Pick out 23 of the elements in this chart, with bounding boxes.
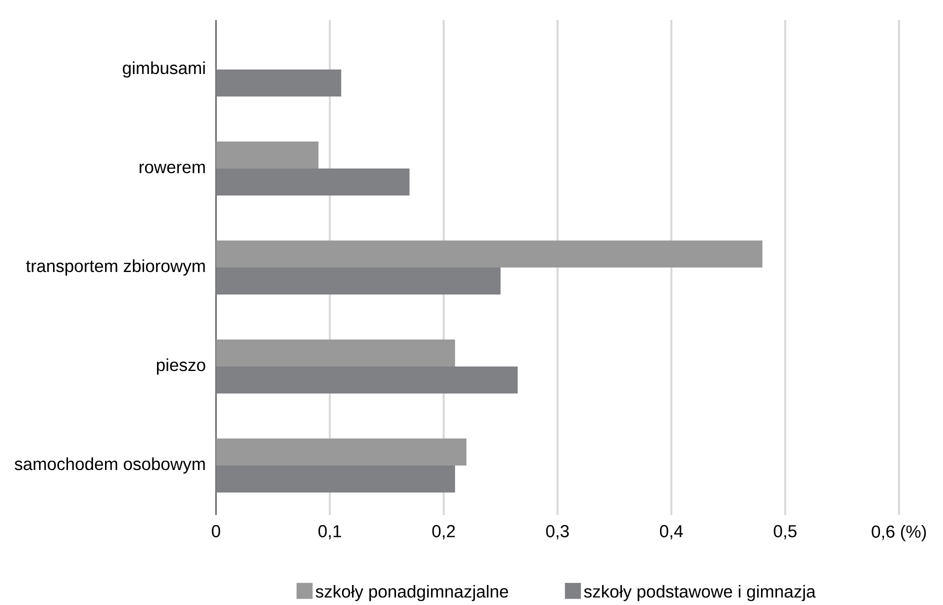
x-tick-label: 0,6 (%): [872, 525, 926, 542]
bar: [216, 438, 466, 466]
bar: [216, 240, 762, 268]
x-tick-label: 0,2: [432, 525, 455, 540]
y-tick-label: rowerem: [140, 164, 205, 174]
legend-label: szkoły podstawowe i gimnazja: [584, 585, 816, 602]
x-tick-label: 0,5: [774, 525, 796, 540]
bar: [216, 340, 456, 367]
x-tick-label: 0: [212, 525, 220, 538]
x-tick-label: 0,1: [318, 525, 342, 540]
bar: [216, 168, 410, 196]
y-tick-label: pieszo: [156, 358, 206, 375]
y-tick-label: gimbusami: [122, 61, 205, 78]
y-tick-label: samochodem osobowym: [14, 457, 205, 474]
bar: [216, 70, 342, 97]
x-tick-label: 0,4: [660, 525, 683, 540]
y-tick-label: transportem zbiorowym: [26, 259, 205, 276]
bar: [216, 142, 318, 169]
bar: [216, 268, 501, 295]
bar: [216, 466, 456, 493]
legend-label: szkoły ponadgimnazjalne: [316, 585, 508, 602]
x-tick-label: 0,3: [546, 525, 569, 540]
bar: [216, 366, 518, 394]
